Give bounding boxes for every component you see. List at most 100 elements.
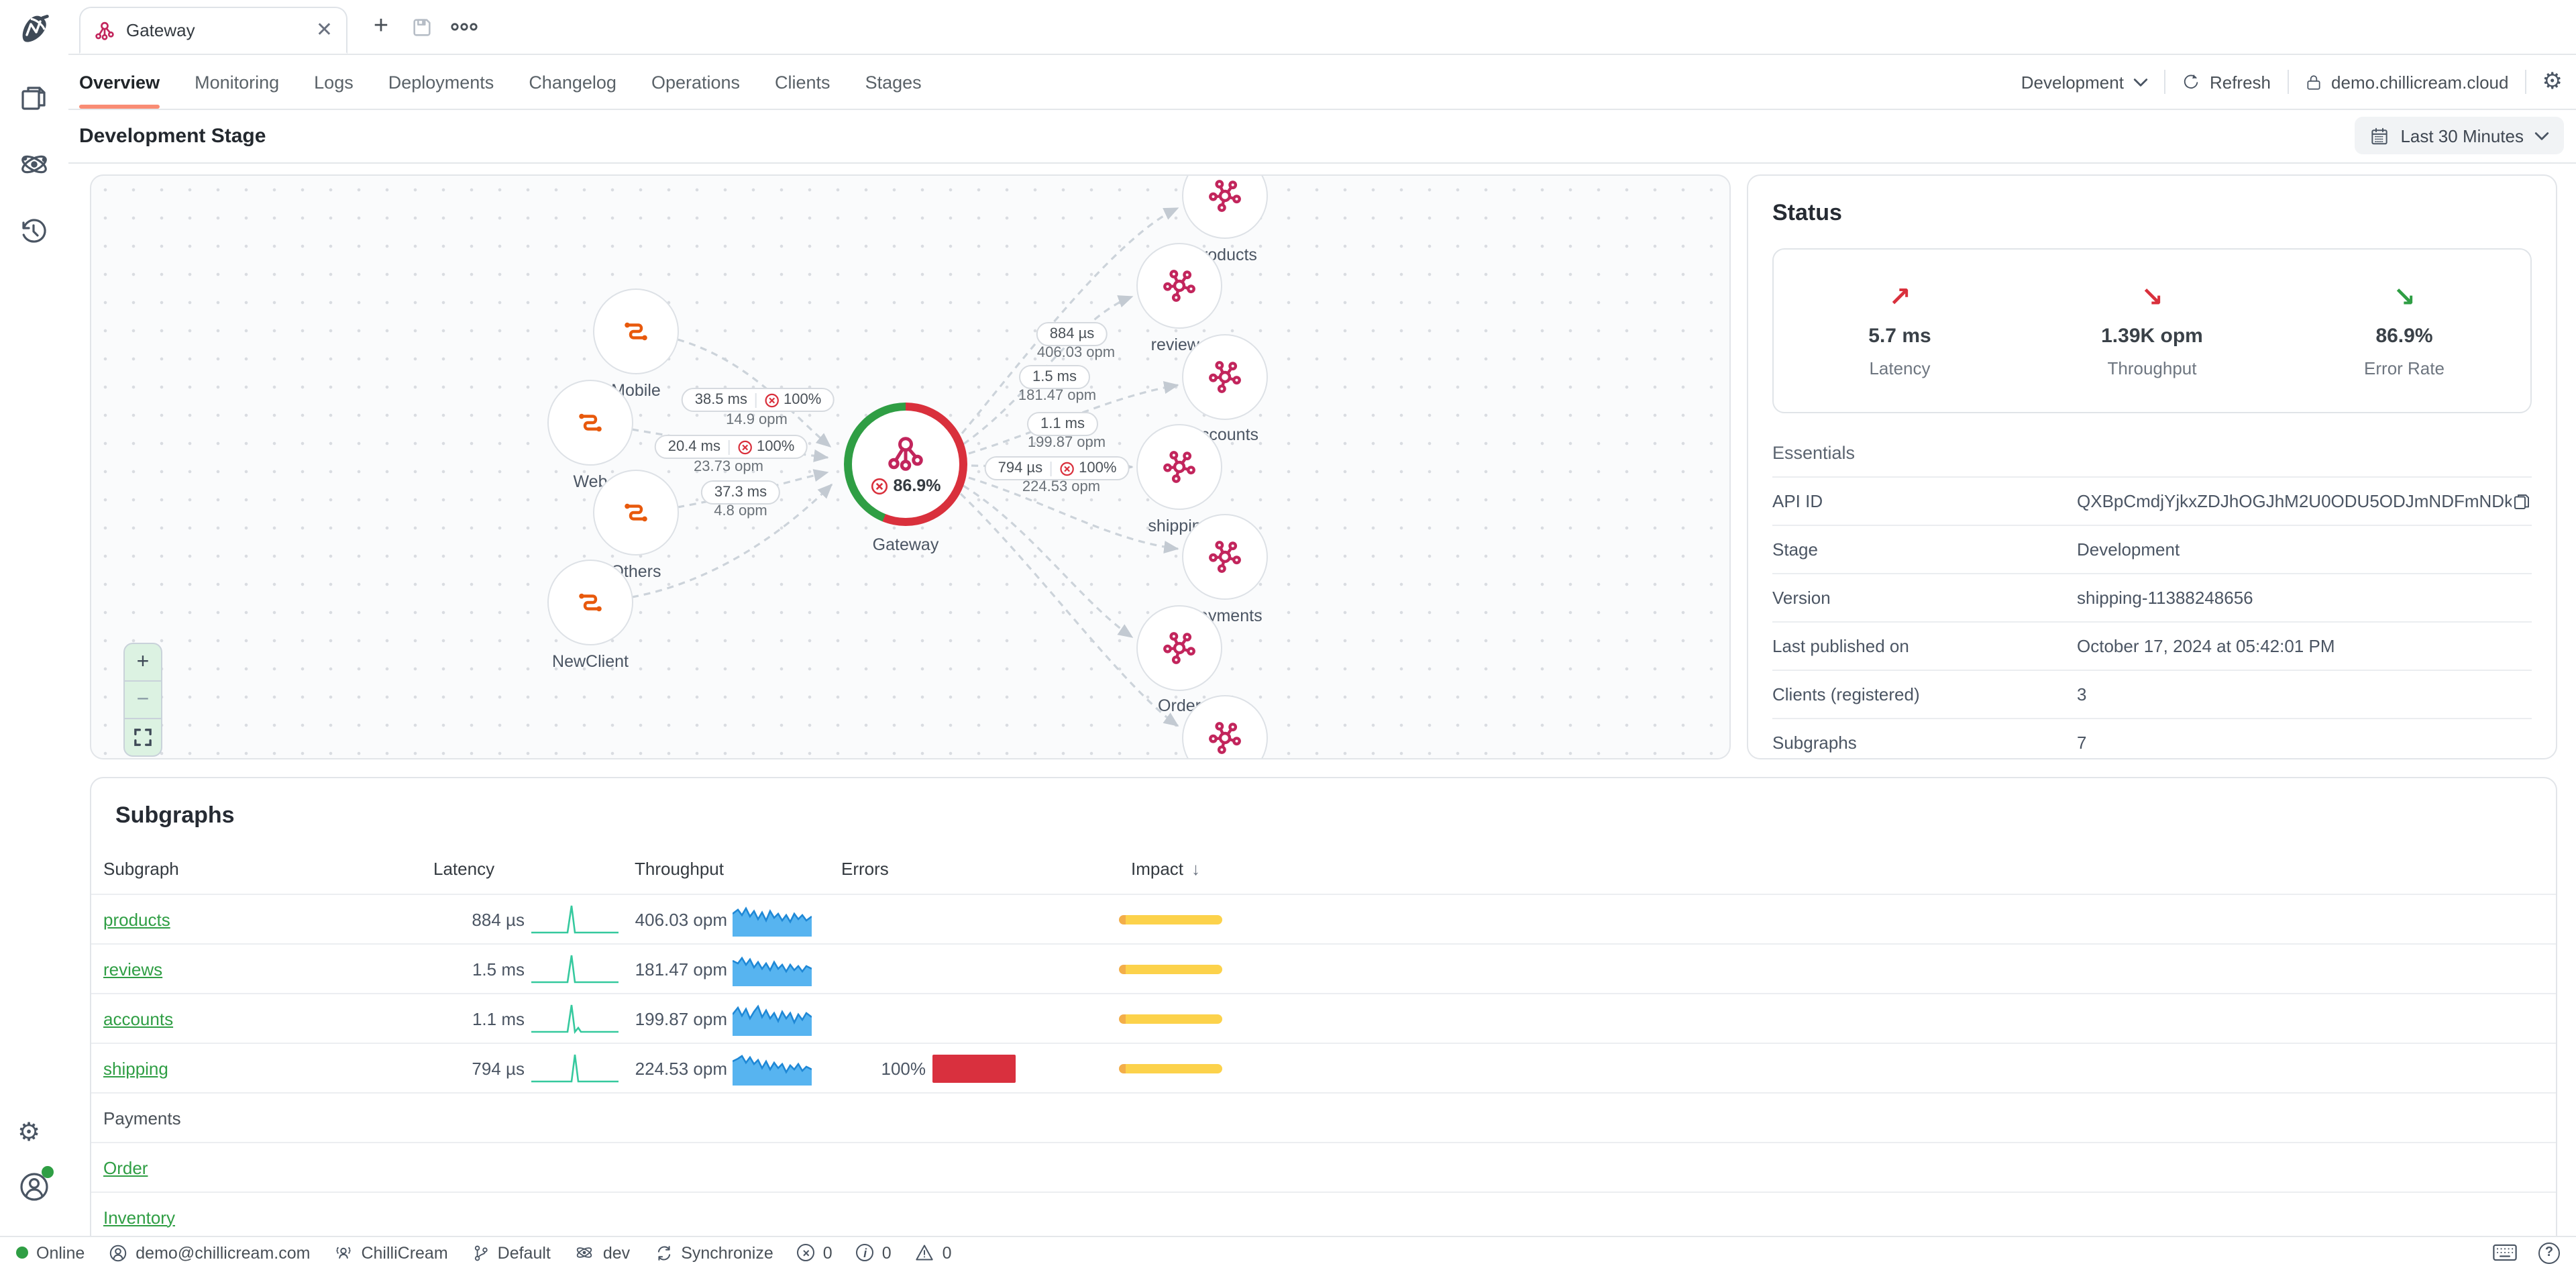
online-dot-icon: [16, 1247, 28, 1259]
user-avatar[interactable]: [17, 1166, 54, 1204]
error-circle-icon: [738, 439, 753, 454]
profile-selector[interactable]: Default: [472, 1243, 551, 1262]
impact-bar: [1119, 964, 1233, 973]
divider: [2287, 70, 2289, 94]
edge-label-products: 884 µs: [1036, 322, 1108, 346]
subgraph-node-shipping[interactable]: [1136, 424, 1222, 510]
col-impact[interactable]: Impact ↓: [1131, 858, 1201, 878]
trend-down-icon: ↘: [2393, 282, 2416, 312]
subgraph-link[interactable]: accounts: [103, 1008, 174, 1028]
keyboard-icon[interactable]: [2493, 1244, 2517, 1261]
history-icon[interactable]: [17, 215, 51, 248]
new-tab-button[interactable]: +: [373, 12, 389, 40]
client-label: NewClient: [552, 652, 629, 671]
error-circle-icon: [765, 392, 780, 407]
subgraphs-panel: Subgraphs Subgraph Latency Throughput Er…: [90, 777, 2557, 1268]
error-counter[interactable]: × 0: [797, 1243, 833, 1262]
host-indicator[interactable]: demo.chillicream.cloud: [2304, 72, 2509, 92]
sort-desc-icon: ↓: [1191, 858, 1201, 878]
calendar-icon: [2371, 127, 2388, 144]
tab-overview[interactable]: Overview: [79, 55, 160, 109]
latency-sparkline: [530, 951, 621, 986]
latency-value: 884 µs: [472, 909, 525, 929]
info-circle-icon: i: [856, 1244, 874, 1261]
client-node-mobile[interactable]: [593, 288, 679, 374]
fullscreen-button[interactable]: [125, 719, 161, 755]
help-icon[interactable]: ?: [2538, 1242, 2560, 1263]
warning-counter[interactable]: 0: [916, 1243, 952, 1262]
gateway-nav: Overview Monitoring Logs Deployments Cha…: [68, 55, 2576, 110]
subgraph-link[interactable]: reviews: [103, 959, 163, 979]
trend-up-icon: ↗: [1888, 282, 1911, 312]
environment-indicator[interactable]: dev: [575, 1243, 630, 1263]
documents-icon[interactable]: [17, 82, 51, 115]
more-tabs-icon[interactable]: [444, 0, 484, 54]
info-counter[interactable]: i 0: [856, 1243, 892, 1262]
edge-throughput: 181.47 opm: [1018, 388, 1097, 404]
branch-icon: [474, 1245, 488, 1261]
zoom-out-button[interactable]: −: [125, 682, 161, 719]
edge-throughput: 23.73 opm: [694, 459, 763, 475]
bottom-status-bar: Online demo@chillicream.com ChilliCream …: [0, 1236, 2576, 1268]
gateway-settings-icon[interactable]: ⚙: [2542, 68, 2563, 94]
col-errors[interactable]: Errors: [841, 858, 889, 878]
atom-icon: [577, 1247, 593, 1258]
organization[interactable]: ChilliCream: [334, 1243, 448, 1262]
science-icon[interactable]: [17, 148, 51, 181]
save-icon[interactable]: [404, 0, 439, 54]
subgraph-node-accounts[interactable]: [1182, 334, 1268, 420]
sync-icon: [657, 1245, 670, 1260]
warning-count: 0: [942, 1243, 952, 1262]
subgraph-name: Payments: [103, 1108, 181, 1128]
settings-gear-icon[interactable]: ⚙: [17, 1119, 41, 1147]
client-node-newclient[interactable]: [547, 560, 633, 645]
tab-clients[interactable]: Clients: [775, 72, 830, 92]
refresh-button[interactable]: Refresh: [2182, 72, 2271, 92]
environment-selector[interactable]: Development: [2021, 72, 2148, 92]
subgraphs-table-header: Subgraph Latency Throughput Errors Impac…: [91, 843, 2556, 894]
client-node-others[interactable]: [593, 470, 679, 556]
tab-changelog[interactable]: Changelog: [529, 72, 616, 92]
copy-icon[interactable]: [2512, 490, 2532, 512]
time-range-label: Last 30 Minutes: [2400, 125, 2524, 146]
gateway-node[interactable]: 86.9%: [844, 403, 967, 526]
host-label: demo.chillicream.cloud: [2331, 72, 2509, 92]
subgraph-link[interactable]: shipping: [103, 1058, 168, 1078]
throughput-value: 199.87 opm: [635, 1008, 727, 1028]
trend-down-icon: ↘: [2141, 282, 2163, 312]
tab-logs[interactable]: Logs: [314, 72, 354, 92]
throughput-chart: [733, 1002, 814, 1035]
col-throughput[interactable]: Throughput: [635, 858, 724, 878]
topology-graph-canvas[interactable]: Mobile Web Others: [90, 174, 1731, 759]
tab-operations[interactable]: Operations: [651, 72, 741, 92]
tab-monitoring[interactable]: Monitoring: [195, 72, 280, 92]
page-header: Development Stage Last 30 Minutes: [68, 110, 2576, 164]
synchronize-button[interactable]: Synchronize: [654, 1243, 773, 1262]
chevron-down-icon: [2534, 131, 2549, 140]
metric-value: 86.9%: [2375, 324, 2433, 347]
graph-zoom-controls: + −: [123, 643, 162, 757]
subgraph-node-reviews[interactable]: [1136, 243, 1222, 329]
essentials-title: Essentials: [1772, 443, 1856, 463]
table-row-accounts: accounts 1.1 ms 199.87 opm: [91, 993, 2556, 1043]
subgraph-link[interactable]: products: [103, 909, 170, 929]
time-range-selector[interactable]: Last 30 Minutes: [2355, 117, 2564, 154]
subgraph-link[interactable]: Inventory: [103, 1207, 175, 1227]
divider: [2524, 70, 2526, 94]
refresh-icon: [2184, 74, 2198, 89]
subgraph-node-order[interactable]: [1136, 605, 1222, 691]
close-icon[interactable]: ✕: [315, 19, 333, 42]
subgraph-node-payments[interactable]: [1182, 514, 1268, 600]
tab-gateway[interactable]: Gateway ✕: [79, 7, 347, 54]
metric-label: Throughput: [2107, 358, 2197, 378]
signed-in-user[interactable]: demo@chillicream.com: [109, 1243, 310, 1262]
tab-stages[interactable]: Stages: [865, 72, 922, 92]
metric-throughput: ↘ 1.39K opm Throughput: [2026, 250, 2278, 412]
tab-deployments[interactable]: Deployments: [388, 72, 494, 92]
table-row-payments: Payments: [91, 1092, 2556, 1142]
zoom-in-button[interactable]: +: [125, 644, 161, 682]
client-node-web[interactable]: [547, 380, 633, 466]
subgraph-link[interactable]: Order: [103, 1157, 148, 1177]
edge-label-mobile: 38.5 ms 100%: [681, 388, 835, 412]
col-latency[interactable]: Latency: [433, 858, 495, 878]
